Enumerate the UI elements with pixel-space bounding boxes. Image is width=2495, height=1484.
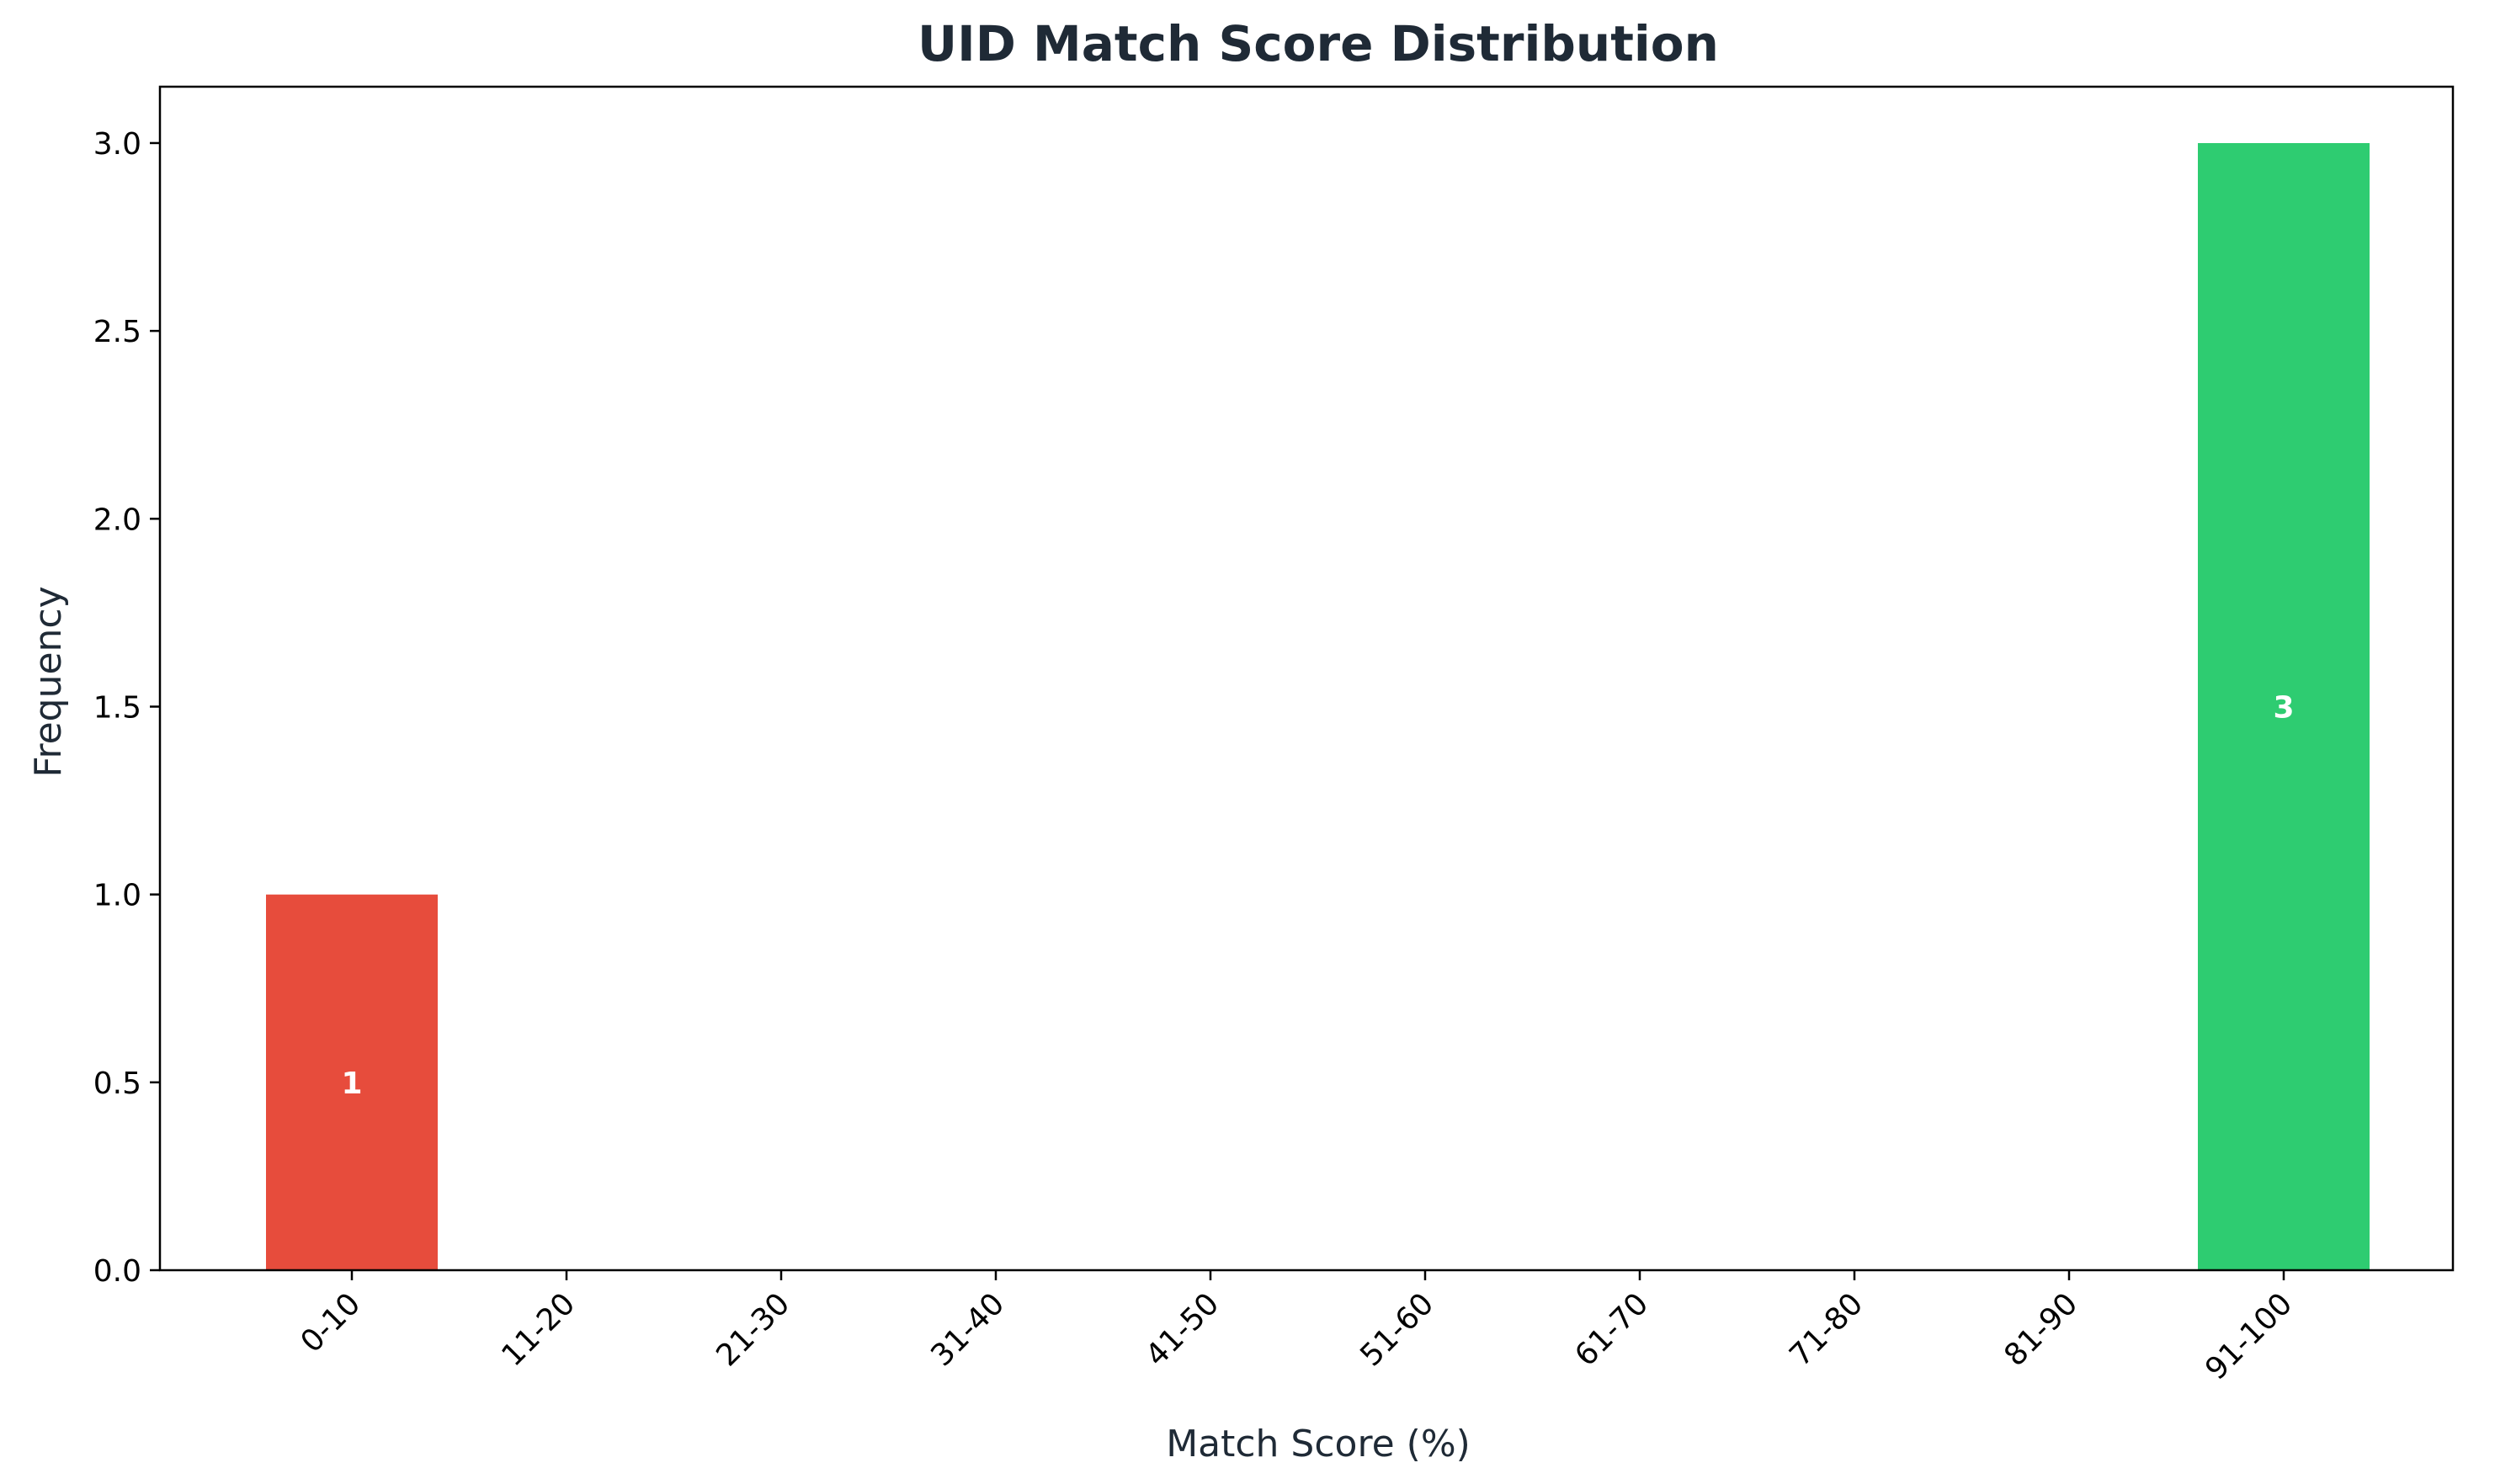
x-axis-label: Match Score (%) (1166, 1423, 1471, 1465)
bar-91-100 (2198, 143, 2370, 1270)
x-tick-label: 71-80 (1783, 1286, 1870, 1373)
y-tick-label: 2.0 (93, 503, 141, 537)
plot-frame (158, 85, 2455, 1272)
y-tick-label: 0.5 (93, 1066, 141, 1101)
y-tick-label: 0.0 (93, 1254, 141, 1289)
x-tick-label: 21-30 (710, 1286, 796, 1373)
x-tick-label: 81-90 (1998, 1286, 2084, 1373)
x-tick-label: 51-60 (1354, 1286, 1440, 1373)
x-tick-label: 91-100 (2199, 1286, 2299, 1386)
x-tick-label: 41-50 (1139, 1286, 1226, 1373)
bar-value-label: 3 (2273, 691, 2294, 726)
chart-title: UID Match Score Distribution (918, 15, 1719, 72)
y-tick-label: 1.5 (93, 691, 141, 726)
x-tick-label: 61-70 (1568, 1286, 1655, 1373)
x-tick-label: 0-10 (295, 1286, 368, 1359)
bar-0-10 (266, 894, 438, 1270)
x-tick-label: 31-40 (924, 1286, 1011, 1373)
bar-value-label: 1 (341, 1066, 362, 1101)
y-tick-label: 2.5 (93, 315, 141, 349)
y-tick-label: 3.0 (93, 127, 141, 162)
y-axis-label: Frequency (27, 586, 70, 777)
plot-area: 1 3 0.0 0.5 1.0 1.5 2.0 2.5 3.0 0-10 11-20 21-30 31-… (93, 85, 2455, 1387)
y-tick-label: 1.0 (93, 879, 141, 913)
x-tick-label: 11-20 (495, 1286, 582, 1373)
